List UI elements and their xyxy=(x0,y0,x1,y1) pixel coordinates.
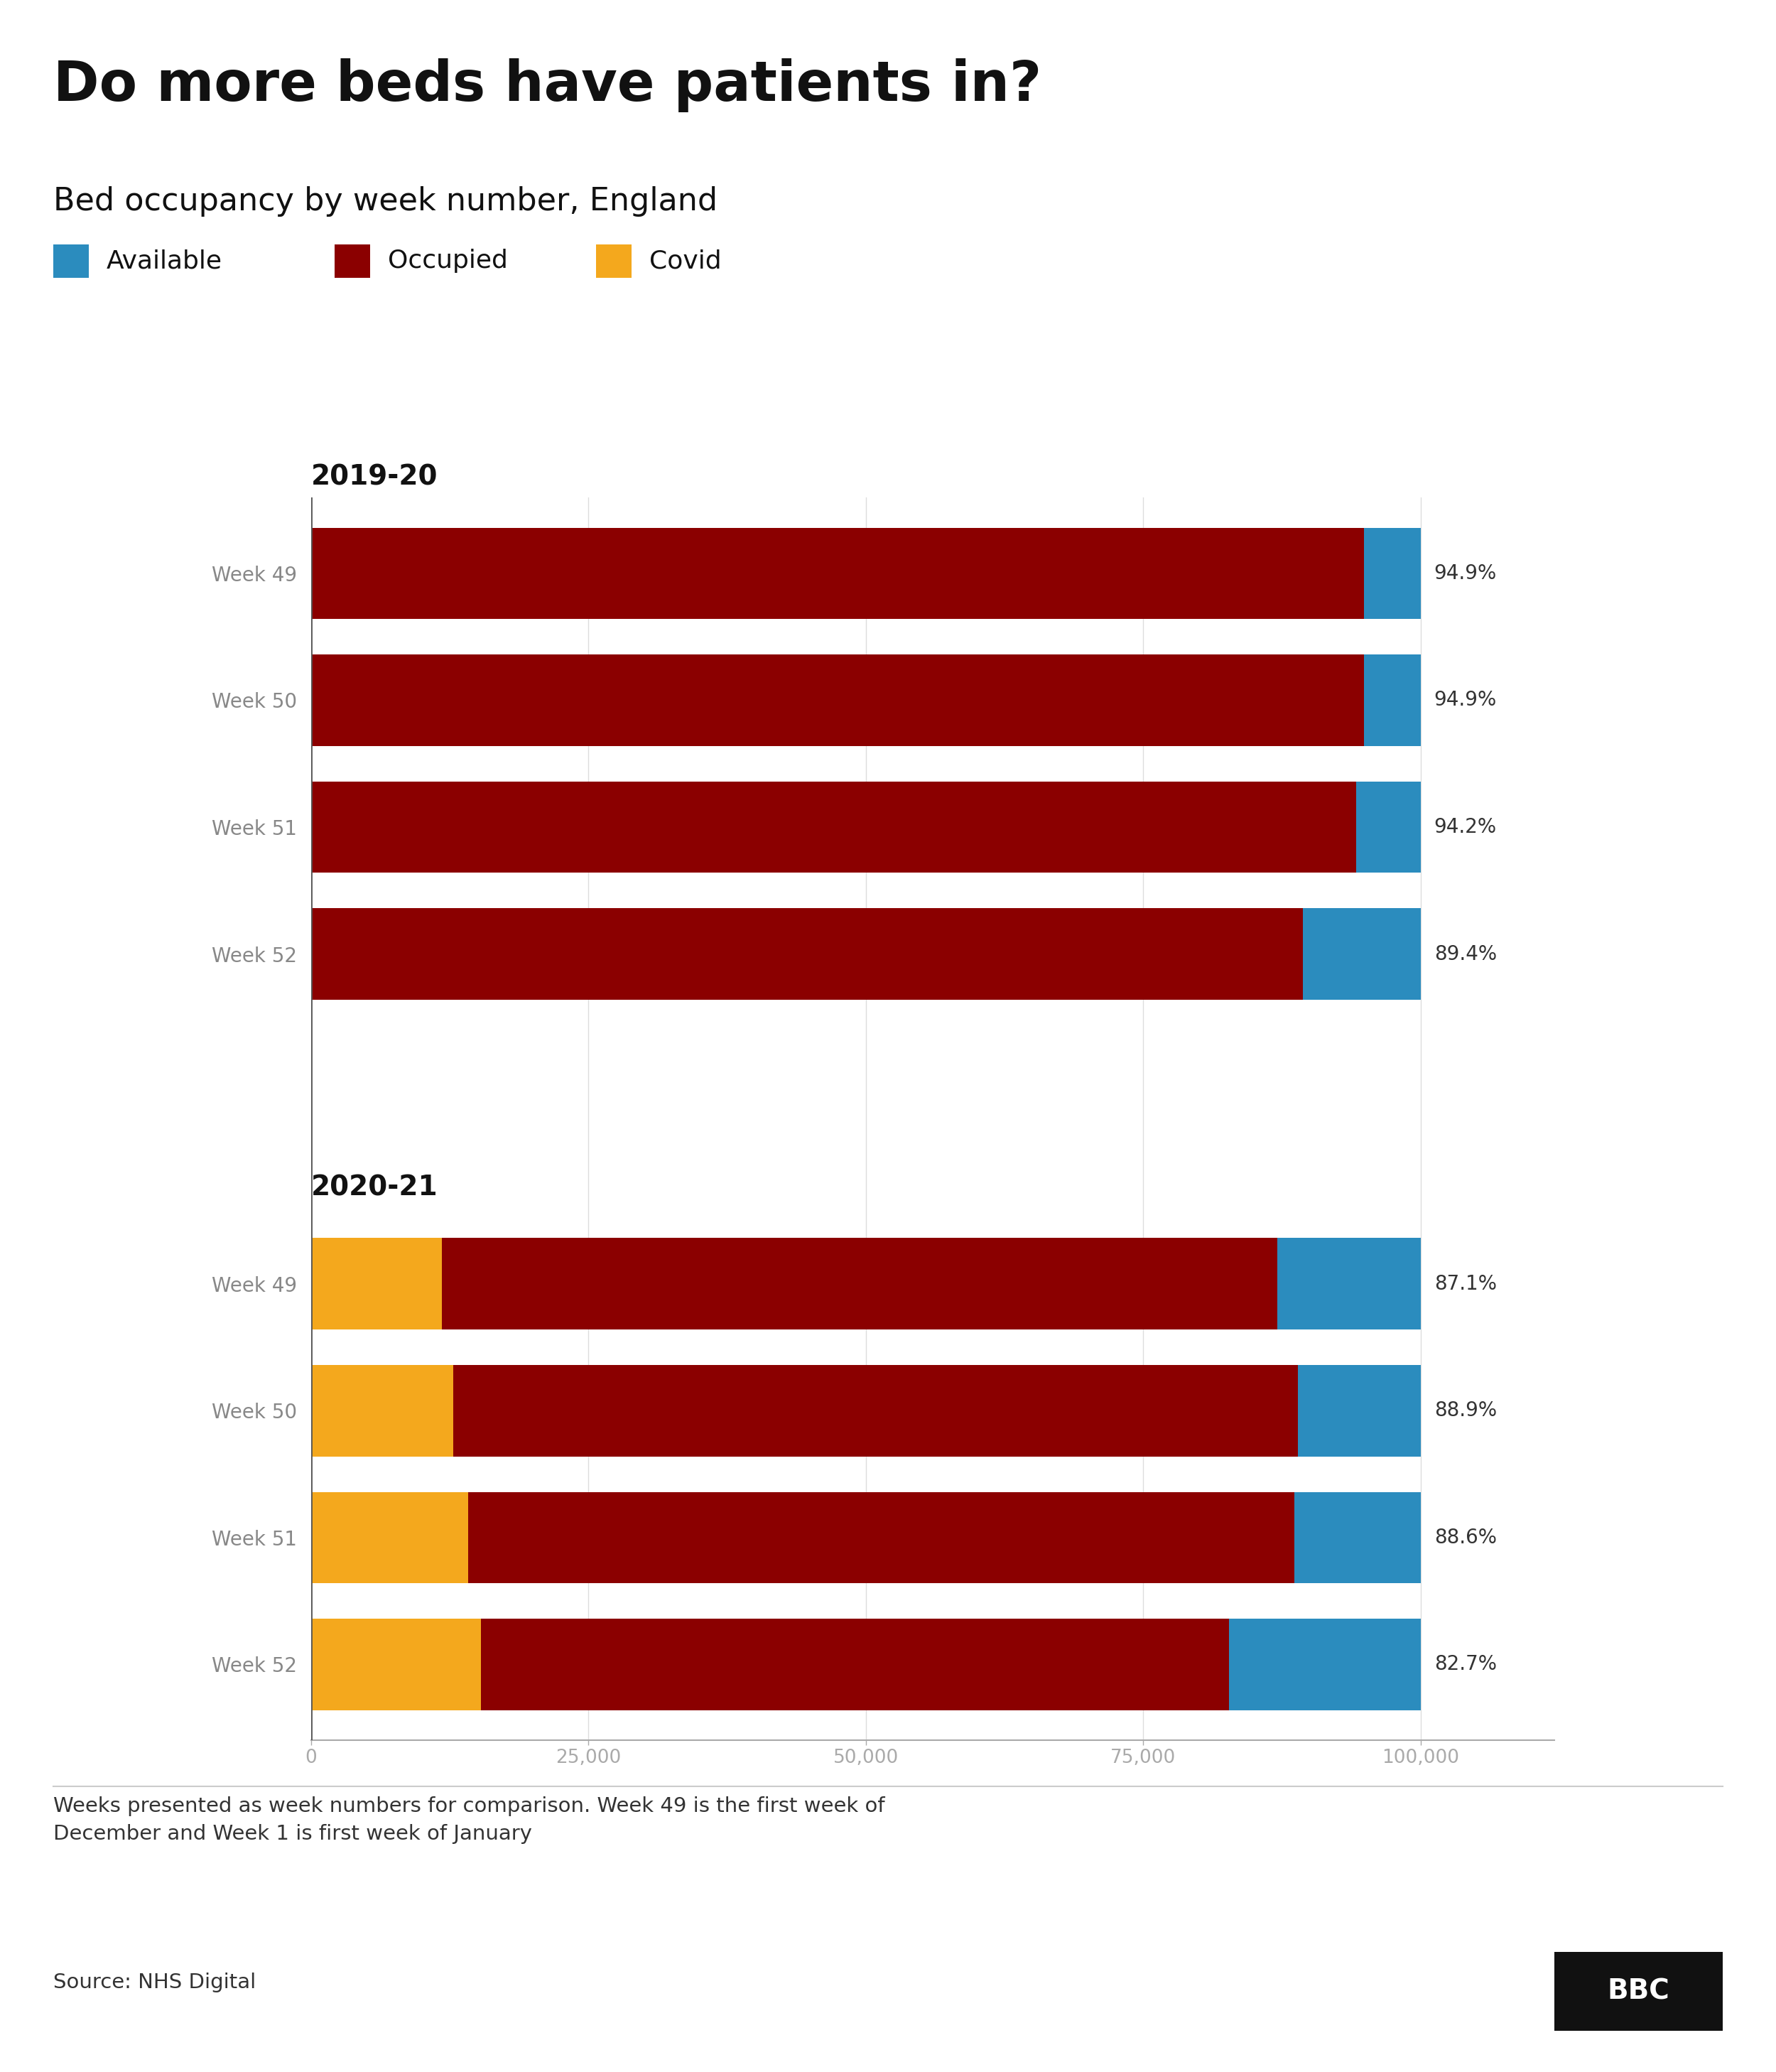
Text: Bed occupancy by week number, England: Bed occupancy by week number, England xyxy=(53,186,718,218)
Bar xyxy=(1298,1365,1421,1457)
Text: Do more beds have patients in?: Do more beds have patients in? xyxy=(53,58,1041,112)
Bar xyxy=(453,1365,1298,1457)
Text: Available: Available xyxy=(107,249,222,274)
Bar xyxy=(1277,1239,1421,1330)
Text: Covid: Covid xyxy=(650,249,721,274)
Text: 88.6%: 88.6% xyxy=(1435,1527,1497,1548)
Bar xyxy=(311,655,1364,746)
Text: 94.9%: 94.9% xyxy=(1435,564,1497,584)
Bar xyxy=(442,1239,1277,1330)
Text: 87.1%: 87.1% xyxy=(1435,1274,1497,1293)
Bar xyxy=(311,1618,481,1709)
Text: 2019-20: 2019-20 xyxy=(311,464,437,491)
Bar xyxy=(311,908,1304,999)
Text: 94.2%: 94.2% xyxy=(1435,816,1497,837)
Text: 88.9%: 88.9% xyxy=(1435,1401,1497,1421)
Bar xyxy=(311,1365,453,1457)
Bar xyxy=(1229,1618,1421,1709)
Text: 89.4%: 89.4% xyxy=(1435,945,1497,963)
Text: BBC: BBC xyxy=(1607,1977,1669,2006)
Text: Source: NHS Digital: Source: NHS Digital xyxy=(53,1973,256,1993)
Bar xyxy=(1304,908,1421,999)
Bar xyxy=(311,781,1357,872)
Text: 94.9%: 94.9% xyxy=(1435,690,1497,711)
Bar xyxy=(1364,528,1421,620)
Bar xyxy=(1295,1492,1421,1583)
Bar xyxy=(1364,655,1421,746)
Bar xyxy=(1357,781,1421,872)
Bar xyxy=(481,1618,1229,1709)
Bar xyxy=(469,1492,1295,1583)
Bar xyxy=(311,1492,469,1583)
Bar xyxy=(311,1239,442,1330)
Text: 2020-21: 2020-21 xyxy=(311,1175,437,1202)
Text: Occupied: Occupied xyxy=(387,249,508,274)
Bar xyxy=(311,528,1364,620)
Text: 82.7%: 82.7% xyxy=(1435,1653,1497,1674)
Text: Weeks presented as week numbers for comparison. Week 49 is the first week of
Dec: Weeks presented as week numbers for comp… xyxy=(53,1796,884,1844)
